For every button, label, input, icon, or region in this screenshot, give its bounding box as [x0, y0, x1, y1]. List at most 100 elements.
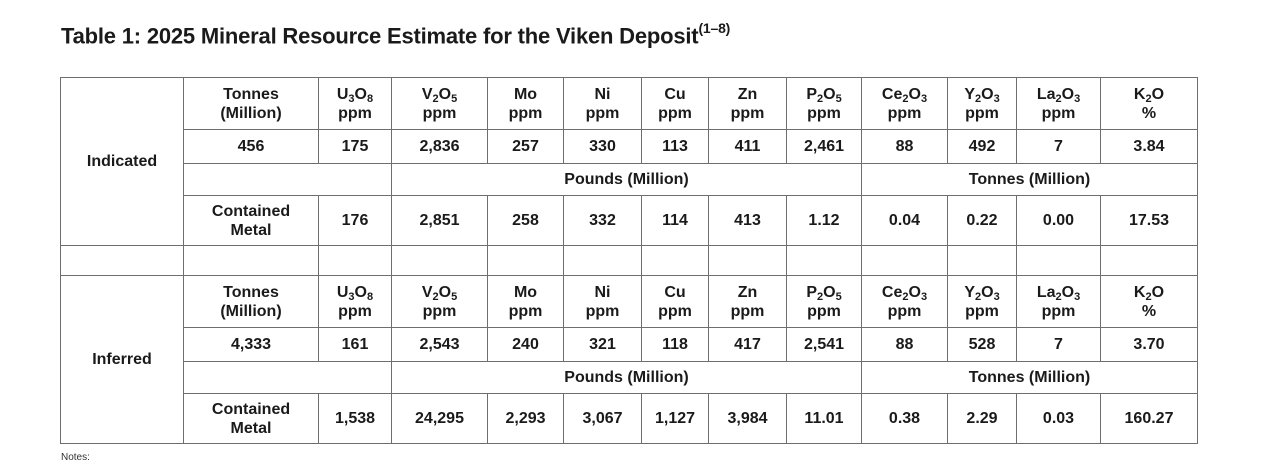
- oxygen-symbol: O: [1061, 85, 1075, 103]
- spacer-cell: [786, 245, 862, 276]
- header-line2: ppm: [644, 104, 706, 123]
- units-row: Pounds (Million) Tonnes (Million): [61, 163, 1198, 196]
- header-unit: ppm: [887, 302, 922, 320]
- header-unit: ppm: [338, 104, 372, 122]
- subscript: 5: [451, 92, 458, 105]
- header-unit: ppm: [422, 302, 457, 320]
- header-line1: P2O5: [789, 283, 859, 303]
- contained-value: 176: [318, 195, 392, 246]
- element-symbol: V: [421, 85, 433, 103]
- contained-line1: Contained: [211, 400, 291, 418]
- header-line1: P2O5: [789, 85, 859, 105]
- contained-row: Contained Metal 176 2,851 258 332 114 413 1.12 0.…: [61, 195, 1198, 246]
- oxygen-symbol: O: [981, 283, 994, 301]
- header-line2: ppm: [1019, 302, 1098, 321]
- element-symbol: Cu: [664, 283, 686, 301]
- header-line2: ppm: [864, 302, 945, 321]
- header-line2: %: [1103, 104, 1195, 123]
- value-cell: 240: [487, 327, 564, 362]
- contained-value: 0.22: [947, 195, 1017, 246]
- header-line2: ppm: [490, 104, 561, 123]
- header-zn: Zn ppm: [708, 77, 787, 130]
- header-la: La2O3 ppm: [1016, 77, 1101, 130]
- header-unit: ppm: [1041, 302, 1076, 320]
- header-unit: ppm: [585, 104, 620, 122]
- subscript: 2: [974, 290, 982, 303]
- header-line2: ppm: [1019, 104, 1098, 123]
- header-tonnes: Tonnes (Million): [183, 275, 319, 328]
- spacer-cell: [1100, 245, 1198, 276]
- header-label: Tonnes: [223, 85, 279, 103]
- value-cell: 88: [861, 327, 948, 362]
- tonnes-unit-label: Tonnes (Million): [861, 163, 1198, 196]
- tonnes-unit-label: Tonnes (Million): [861, 361, 1198, 394]
- header-line2: ppm: [644, 302, 706, 321]
- spacer-cell: [947, 245, 1017, 276]
- subscript: 3: [1074, 290, 1081, 303]
- spacer-cell: [1016, 245, 1101, 276]
- element-symbol: Ce: [881, 283, 903, 301]
- header-line2: (Million): [186, 104, 316, 123]
- header-line1: Tonnes: [186, 85, 316, 104]
- subscript: 2: [432, 290, 439, 303]
- header-k: K2O%: [1100, 275, 1198, 328]
- value-cell: 2,541: [786, 327, 862, 362]
- header-unit: ppm: [887, 104, 922, 122]
- header-line2: ppm: [566, 302, 639, 321]
- header-unit: ppm: [965, 104, 999, 122]
- element-symbol: Cu: [664, 85, 686, 103]
- spacer-cell: [183, 245, 319, 276]
- header-unit: %: [1141, 302, 1157, 320]
- contained-value: 24,295: [391, 393, 488, 444]
- contained-value: 3,984: [708, 393, 787, 444]
- subscript: 8: [367, 290, 374, 303]
- blank-cell: [183, 163, 392, 196]
- value-cell: 528: [947, 327, 1017, 362]
- element-symbol: U: [336, 283, 349, 301]
- header-unit: ppm: [965, 302, 999, 320]
- element-symbol: U: [336, 85, 349, 103]
- element-symbol: La: [1036, 283, 1056, 301]
- header-line2: ppm: [711, 302, 784, 321]
- header-mo: Mo ppm: [487, 77, 564, 130]
- header-unit: ppm: [730, 104, 765, 122]
- header-unit: ppm: [658, 302, 692, 320]
- element-symbol: P: [806, 85, 817, 103]
- header-ce: Ce2O3 ppm: [861, 77, 948, 130]
- header-line1: Ni: [566, 85, 639, 104]
- header-line1: U3O8: [321, 85, 389, 105]
- subscript: 5: [835, 92, 842, 105]
- header-unit: ppm: [508, 302, 543, 320]
- header-line1: Mo: [490, 85, 561, 104]
- contained-line1: Contained: [211, 202, 291, 220]
- value-cell: 3.84: [1100, 129, 1198, 164]
- element-symbol: K: [1133, 85, 1146, 103]
- contained-value: 2,851: [391, 195, 488, 246]
- contained-value: 17.53: [1100, 195, 1198, 246]
- spacer-cell: [861, 245, 948, 276]
- contained-value: 258: [487, 195, 564, 246]
- oxygen-symbol: O: [981, 85, 994, 103]
- table-body: Indicated Tonnes (Million) U3O8 ppm V2O5 ppm Mo…: [60, 77, 1198, 444]
- contained-value: 0.04: [861, 195, 948, 246]
- value-cell: 175: [318, 129, 392, 164]
- header-label: Tonnes: [223, 283, 279, 301]
- header-unit: ppm: [1041, 104, 1076, 122]
- subscript: 2: [1055, 92, 1062, 105]
- header-p: P2O5 ppm: [786, 77, 862, 130]
- element-symbol: Y: [964, 85, 975, 103]
- header-p: P2O5 ppm: [786, 275, 862, 328]
- value-cell: 257: [487, 129, 564, 164]
- subscript: 3: [1074, 92, 1081, 105]
- header-line2: ppm: [711, 104, 784, 123]
- header-line1: Y2O3: [950, 85, 1014, 105]
- header-line2: ppm: [950, 104, 1014, 123]
- element-symbol: V: [421, 283, 433, 301]
- contained-value: 0.00: [1016, 195, 1101, 246]
- element-symbol: Zn: [737, 85, 758, 103]
- oxygen-symbol: O: [354, 85, 367, 103]
- subscript: 5: [835, 290, 842, 303]
- subscript: 3: [348, 290, 355, 303]
- header-line1: V2O5: [394, 85, 485, 105]
- subscript: 3: [993, 290, 1000, 303]
